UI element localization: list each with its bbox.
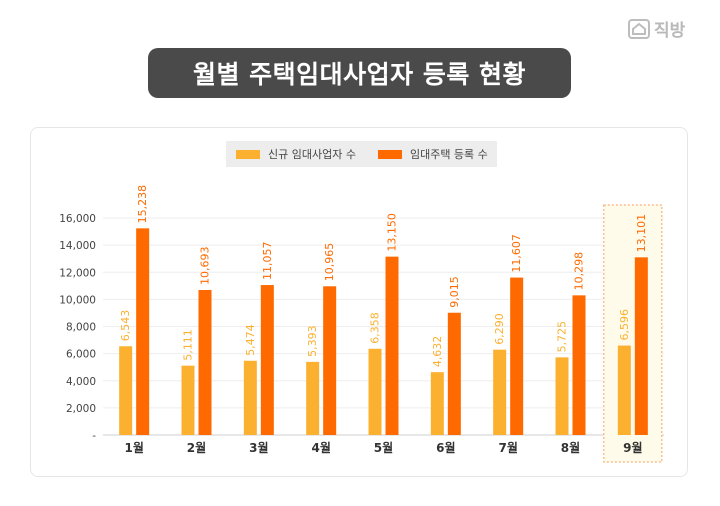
- bar: [385, 256, 399, 435]
- house-icon: [628, 18, 650, 39]
- y-tick-label: 6,000: [66, 349, 96, 361]
- brand-logo: 직방: [628, 16, 685, 41]
- y-tick-label: 8,000: [66, 322, 96, 334]
- data-label: 5,111: [182, 329, 195, 361]
- data-label: 10,298: [573, 252, 586, 291]
- x-tick-label: 4월: [311, 440, 330, 455]
- bar: [555, 357, 569, 435]
- legend-item-rental-housing: 임대주택 등록 수: [377, 146, 488, 162]
- y-tick-label: 16,000: [59, 213, 96, 225]
- brand-name: 직방: [654, 21, 686, 41]
- x-tick-label: 5월: [374, 440, 393, 455]
- bar: [368, 348, 382, 435]
- y-tick-label: -: [92, 430, 96, 442]
- data-label: 15,238: [136, 185, 149, 224]
- data-label: 6,358: [369, 312, 382, 344]
- chart-title-banner: 월별 주택임대사업자 등록 현황: [148, 48, 571, 98]
- bar: [493, 349, 507, 435]
- x-tick-label: 9월: [623, 440, 642, 455]
- y-tick-label: 12,000: [59, 267, 96, 279]
- x-tick-label: 2월: [187, 440, 206, 455]
- bar: [323, 286, 337, 435]
- data-label: 4,632: [431, 336, 444, 368]
- bar: [198, 289, 212, 435]
- data-label: 9,015: [448, 276, 461, 308]
- y-tick-label: 2,000: [66, 403, 96, 415]
- x-tick-label: 3월: [249, 440, 268, 455]
- x-tick-label: 1월: [124, 440, 143, 455]
- y-tick-label: 4,000: [66, 376, 96, 388]
- data-label: 5,393: [306, 325, 319, 357]
- highlight-box: [603, 204, 663, 463]
- bar: [136, 228, 150, 435]
- bar: [572, 295, 586, 435]
- bar: [634, 257, 648, 435]
- bar: [510, 277, 524, 435]
- bar: [306, 361, 320, 435]
- bar: [447, 312, 461, 435]
- data-label: 5,725: [556, 321, 569, 353]
- bar: [617, 345, 631, 435]
- data-label: 6,596: [618, 309, 631, 341]
- data-label: 10,965: [323, 243, 336, 282]
- x-tick-label: 8월: [561, 440, 580, 455]
- data-label: 6,290: [493, 313, 506, 344]
- legend-swatch-rental-housing: [377, 149, 402, 159]
- data-label: 6,543: [119, 310, 132, 342]
- y-tick-label: 10,000: [59, 294, 96, 306]
- data-label: 11,607: [510, 234, 523, 273]
- data-label: 11,057: [261, 242, 274, 281]
- x-tick-label: 7월: [498, 440, 517, 455]
- x-tick-label: 6월: [436, 440, 455, 455]
- bar: [119, 346, 133, 435]
- legend-item-new-landlords: 신규 임대사업자 수: [236, 146, 356, 162]
- legend-swatch-new-landlords: [236, 149, 260, 159]
- chart-title: 월별 주택임대사업자 등록 현황: [192, 60, 527, 89]
- chart-legend: 신규 임대사업자 수 임대주택 등록 수: [226, 141, 497, 167]
- bar: [430, 372, 444, 435]
- legend-label-rental-housing: 임대주택 등록 수: [409, 148, 488, 161]
- data-label: 13,101: [635, 214, 648, 253]
- data-label: 5,474: [244, 324, 257, 355]
- bar: [260, 285, 274, 435]
- data-label: 10,693: [199, 246, 212, 285]
- y-tick-label: 14,000: [59, 240, 96, 252]
- legend-label-new-landlords: 신규 임대사업자 수: [268, 148, 356, 161]
- data-label: 13,150: [386, 213, 399, 252]
- bar: [243, 360, 257, 435]
- bar: [181, 365, 195, 435]
